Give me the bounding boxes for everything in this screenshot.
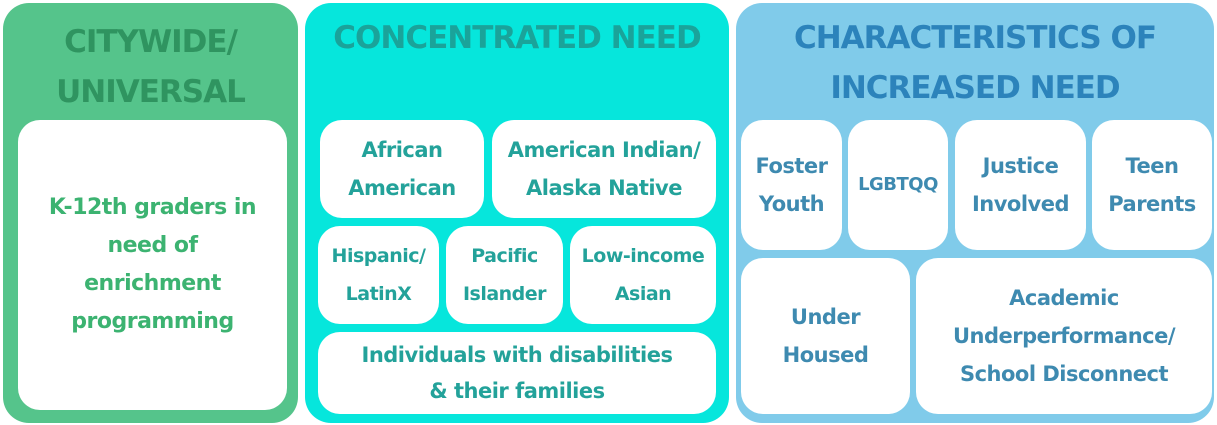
need-box: Hispanic/ LatinX <box>318 226 439 324</box>
need-box: American Indian/ Alaska Native <box>492 120 716 218</box>
need-box: LGBTQQ <box>848 120 948 250</box>
panel-title: CONCENTRATED NEED <box>333 20 701 56</box>
need-box: Individuals with disabilities & their fa… <box>318 332 716 414</box>
need-box: Teen Parents <box>1092 120 1212 250</box>
need-box: Under Housed <box>741 258 910 414</box>
panel-title: CHARACTERISTICS OF INCREASED NEED <box>793 20 1157 106</box>
panel: CONCENTRATED NEED African American Ameri… <box>305 3 729 423</box>
need-box: Academic Underperformance/ School Discon… <box>916 258 1212 414</box>
need-box: Foster Youth <box>741 120 842 250</box>
panel: CHARACTERISTICS OF INCREASED NEED Foster… <box>736 3 1214 423</box>
need-box: Low-income Asian <box>570 226 716 324</box>
panel: CITYWIDE/ UNIVERSAL NEED K-12th graders … <box>3 3 298 423</box>
need-box: Pacific Islander <box>446 226 563 324</box>
need-box: K-12th graders in need of enrichment pro… <box>18 120 287 410</box>
need-box: Justice Involved <box>955 120 1086 250</box>
need-box: African American <box>320 120 484 218</box>
